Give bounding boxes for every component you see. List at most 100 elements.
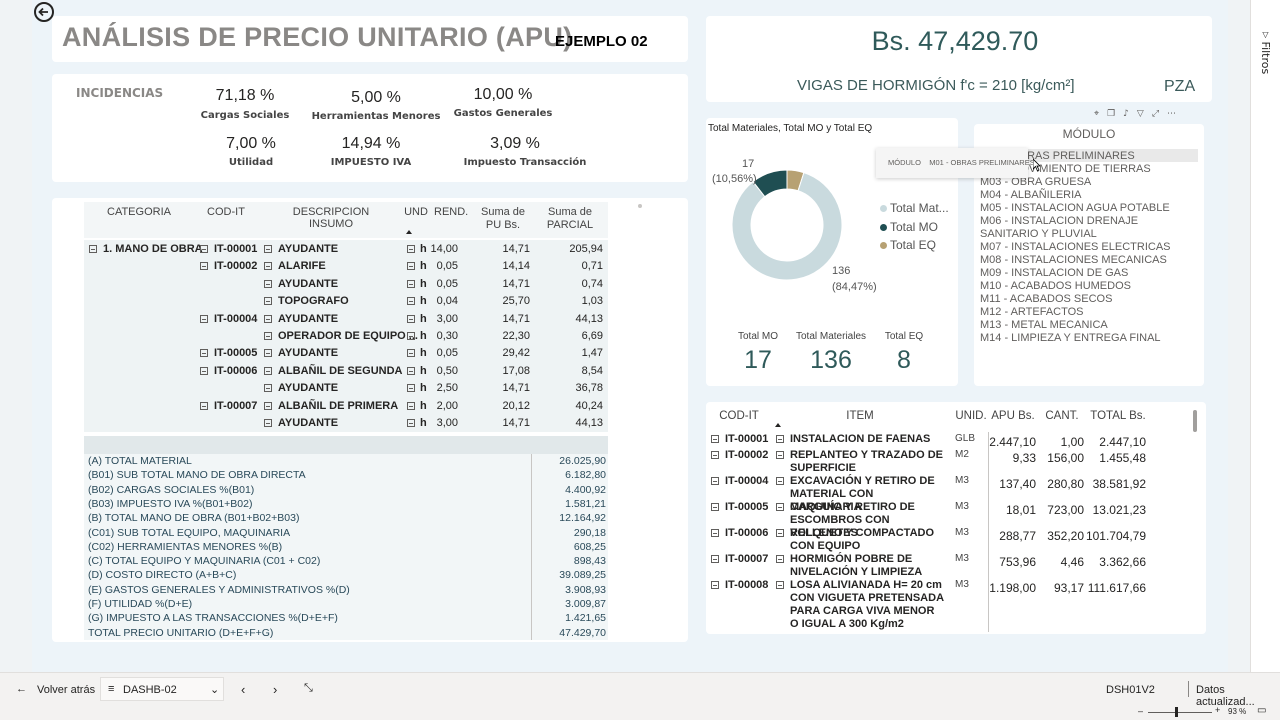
filters-pane[interactable]: ▽ Filtros (1250, 0, 1280, 672)
slicer-item[interactable]: M10 - ACABADOS HUMEDOS (980, 280, 1131, 292)
collapse-icon[interactable] (407, 314, 415, 323)
descripcion-cell[interactable]: AYUDANTE (264, 347, 338, 359)
und-cell[interactable]: h (407, 278, 427, 290)
collapse-icon[interactable] (407, 366, 415, 375)
more-options-icon[interactable]: ⋯ (1167, 109, 1185, 119)
collapse-icon[interactable] (407, 349, 415, 358)
cod-it-cell[interactable]: IT-00005 (200, 347, 257, 359)
back-arrow-icon[interactable]: ← (16, 683, 27, 695)
slicer-item[interactable]: M12 - ARTEFACTOS (980, 306, 1084, 318)
donut-slice-total-materiales[interactable] (731, 172, 843, 281)
collapse-icon[interactable] (407, 419, 415, 427)
cod-it-cell[interactable]: IT-00008 (711, 579, 768, 591)
collapse-icon[interactable] (264, 419, 272, 427)
collapse-icon[interactable] (264, 297, 272, 306)
descripcion-cell[interactable]: AYUDANTE (264, 313, 338, 325)
filter-icon[interactable]: ▽ (1136, 109, 1152, 119)
col-header-rend[interactable]: REND. (434, 206, 469, 218)
scrollbar-thumb[interactable] (1193, 410, 1197, 432)
und-cell[interactable]: h (407, 382, 427, 394)
expand-icon[interactable] (711, 503, 719, 511)
expand-icon[interactable] (711, 529, 719, 537)
slicer-item[interactable]: M09 - INSTALACION DE GAS (980, 267, 1129, 279)
collapse-icon[interactable] (264, 262, 272, 271)
collapse-icon[interactable] (264, 332, 272, 340)
item-cell[interactable]: CARGUÍO Y RETIRO DE ESCOMBROS CON VOLQUE… (776, 501, 946, 540)
donut-slice-total-mo[interactable] (752, 169, 788, 198)
collapse-icon[interactable] (264, 401, 272, 410)
expand-icon[interactable] (711, 581, 719, 589)
slicer-item[interactable]: M11 - ACABADOS SECOS (980, 293, 1113, 305)
cod-it-cell[interactable]: IT-00002 (711, 449, 768, 461)
col-header-apu[interactable]: APU Bs. (991, 410, 1035, 422)
col-header-parcial[interactable]: Suma de PARCIAL (546, 206, 594, 231)
collapse-icon[interactable] (407, 332, 415, 340)
expand-icon[interactable] (711, 477, 719, 485)
descripcion-cell[interactable]: AYUDANTE (264, 417, 338, 429)
fit-page-icon[interactable]: ▭ (1257, 705, 1267, 716)
item-cell[interactable]: HORMIGÓN POBRE DE NIVELACIÓN Y LIMPIEZA (776, 553, 946, 579)
expand-icon[interactable] (776, 477, 784, 485)
back-arrow-icon[interactable] (34, 2, 54, 22)
collapse-icon[interactable] (264, 279, 272, 288)
legend-item[interactable]: Total EQ (880, 238, 936, 252)
col-header-cant[interactable]: CANT. (1045, 410, 1079, 422)
collapse-icon[interactable] (407, 245, 415, 253)
collapse-icon[interactable] (264, 366, 272, 375)
collapse-icon[interactable] (89, 245, 97, 253)
expand-icon[interactable] (776, 435, 784, 443)
collapse-icon[interactable] (200, 245, 208, 253)
descripcion-cell[interactable]: ALARIFE (264, 260, 326, 272)
collapse-icon[interactable] (200, 366, 208, 375)
descripcion-cell[interactable]: OPERADOR DE EQUIPO ... (264, 330, 418, 342)
cod-it-cell[interactable]: IT-00006 (711, 527, 768, 539)
collapse-icon[interactable] (200, 349, 208, 358)
collapse-icon[interactable] (407, 262, 415, 271)
und-cell[interactable]: h (407, 260, 427, 272)
collapse-icon[interactable] (407, 279, 415, 288)
und-cell[interactable]: h (407, 243, 427, 255)
cod-it-cell[interactable]: IT-00001 (711, 433, 768, 445)
cod-it-cell[interactable]: IT-00007 (711, 553, 768, 565)
collapse-icon[interactable] (264, 384, 272, 393)
previous-page-icon[interactable]: ‹ (241, 682, 246, 697)
zoom-out-icon[interactable]: – (1138, 706, 1144, 716)
legend-item[interactable]: Total Mat... (880, 201, 949, 215)
item-cell[interactable]: LOSA ALIVIANADA H= 20 cm CON VIGUETA PRE… (776, 579, 946, 631)
fit-to-page-icon[interactable]: ⤡ (304, 682, 313, 694)
category-cell[interactable]: 1. MANO DE OBRA (89, 243, 203, 255)
und-cell[interactable]: h (407, 365, 427, 377)
next-page-icon[interactable]: › (273, 682, 278, 697)
zoom-slider-thumb[interactable] (1175, 707, 1178, 717)
expand-icon[interactable] (776, 451, 784, 459)
slicer-item[interactable]: M07 - INSTALACIONES ELECTRICAS (980, 241, 1171, 253)
item-cell[interactable]: RELLENO Y COMPACTADO CON EQUIPO (776, 527, 946, 553)
collapse-icon[interactable] (200, 401, 208, 410)
und-cell[interactable]: h (407, 347, 427, 359)
und-cell[interactable]: h (407, 313, 427, 325)
expand-icon[interactable] (711, 555, 719, 563)
donut-chart[interactable] (730, 160, 850, 290)
col-header-cod-it[interactable]: COD-IT (719, 410, 759, 422)
item-cell[interactable]: REPLANTEO Y TRAZADO DE SUPERFICIE (776, 449, 946, 475)
descripcion-cell[interactable]: AYUDANTE (264, 382, 338, 394)
pin-icon[interactable]: ⌖ (1094, 109, 1108, 119)
expand-icon[interactable] (776, 503, 784, 511)
und-cell[interactable]: h (407, 330, 427, 342)
copy-icon[interactable]: ❐ (1107, 109, 1124, 119)
cod-it-cell[interactable]: IT-00001 (200, 243, 257, 255)
collapse-icon[interactable] (407, 384, 415, 393)
slicer-item[interactable]: M13 - METAL MECANICA (980, 319, 1108, 331)
item-cell[interactable]: INSTALACION DE FAENAS (776, 433, 946, 446)
zoom-in-icon[interactable]: + (1215, 705, 1221, 715)
filters-pane-label[interactable]: ▽ Filtros (1259, 30, 1272, 75)
item-cell[interactable]: EXCAVACIÓN Y RETIRO DE MATERIAL CON MAQU… (776, 475, 946, 514)
und-cell[interactable]: h (407, 400, 427, 412)
col-header-cod-it[interactable]: COD-IT (207, 206, 245, 218)
slicer-item[interactable]: M14 - LIMPIEZA Y ENTREGA FINAL (980, 332, 1161, 344)
cod-it-cell[interactable]: IT-00006 (200, 365, 257, 377)
legend-item[interactable]: Total MO (880, 220, 938, 234)
cod-it-cell[interactable]: IT-00005 (711, 501, 768, 513)
zoom-slider[interactable] (1148, 712, 1212, 713)
cod-it-cell[interactable]: IT-00002 (200, 260, 257, 272)
